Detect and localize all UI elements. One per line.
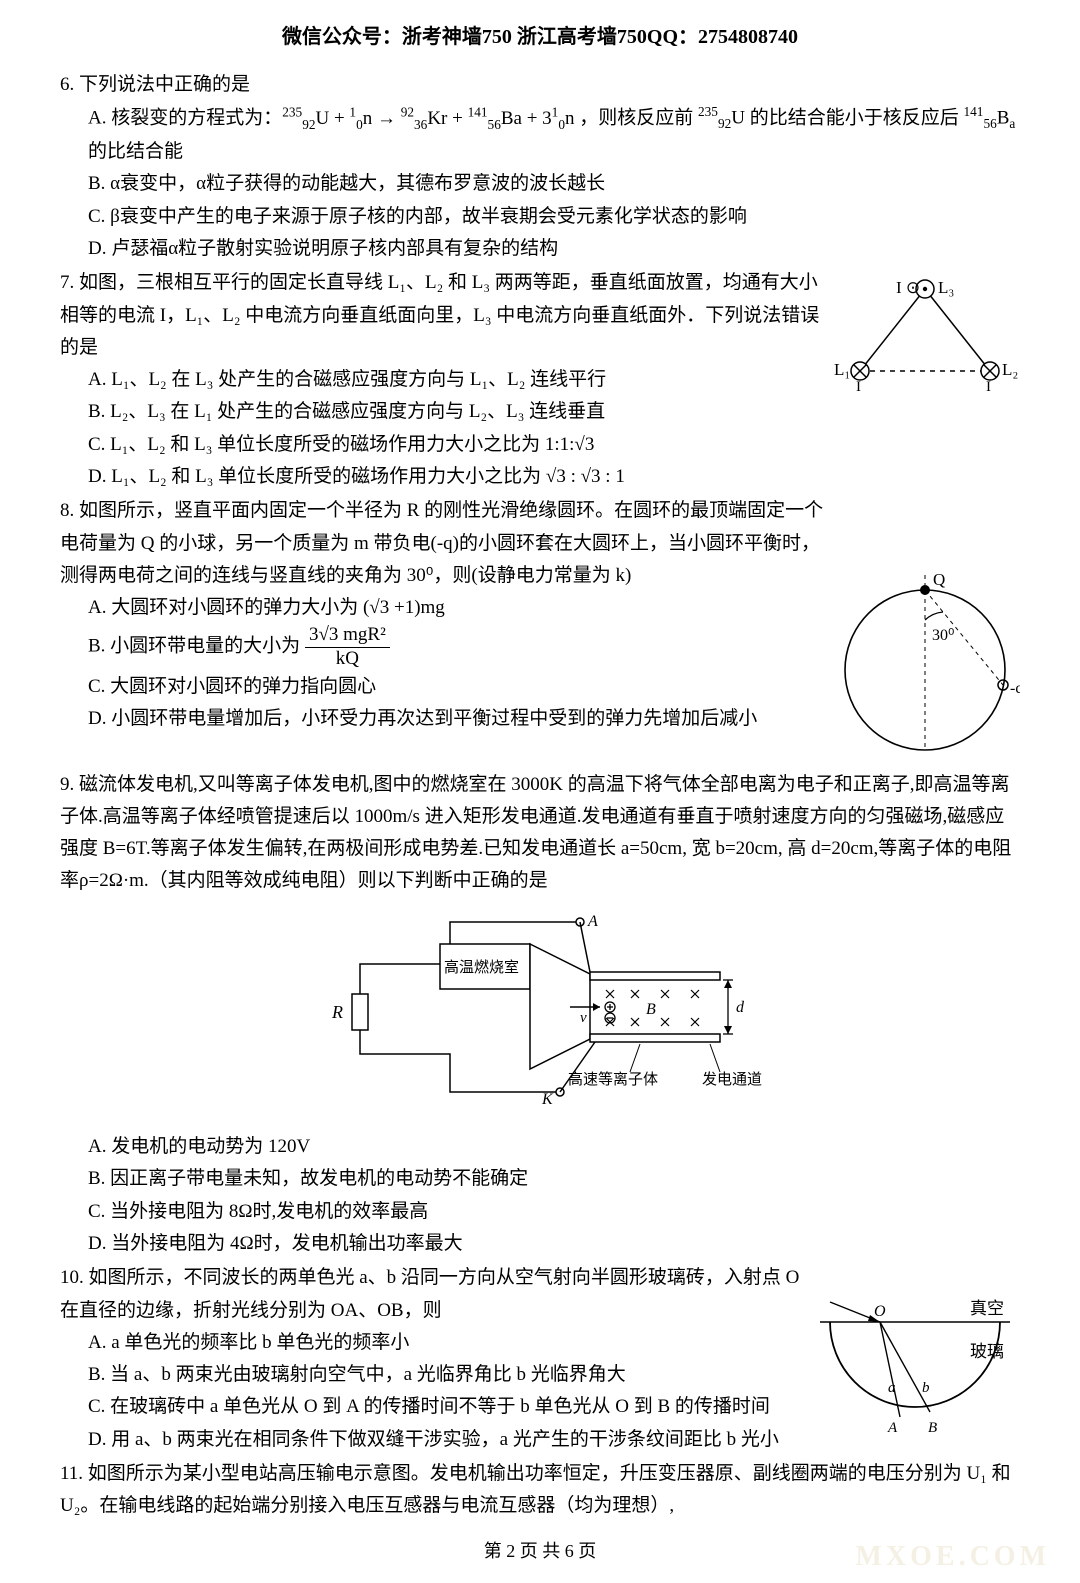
q6-option-D: D. 卢瑟福α粒子散射实验说明原子核内部具有复杂的结构 <box>60 233 1020 265</box>
svg-text:O: O <box>874 1303 886 1320</box>
q9-label-chamber: 高温燃烧室 <box>444 958 519 976</box>
q10-label-vacuum: 真空 <box>970 1299 1004 1318</box>
q8-stem: 如图所示，竖直平面内固定一个半径为 R 的刚性光滑绝缘圆环。在圆环的最顶端固定一… <box>60 500 823 586</box>
q6-option-B: B. α衰变中，α粒子获得的动能越大，其德布罗意波的波长越长 <box>60 168 1020 200</box>
question-11: 11. 如图所示为某小型电站高压输电示意图。发电机输出功率恒定，升压变压器原、副… <box>60 1458 1020 1523</box>
question-10: O a b A B 真空 玻璃 10. 如图所示，不同波长的两单色光 a、b 沿… <box>60 1262 1020 1456</box>
page-header: 微信公众号：浙考神墙750 浙江高考墙750QQ：2754808740 <box>60 20 1020 49</box>
page-footer: 第 2 页 共 6 页 <box>60 1537 1020 1563</box>
question-8: Q 30⁰ -q 8. 如图所示，竖直平面内固定一个半径为 R 的刚性光滑绝缘圆… <box>60 495 1020 766</box>
svg-text:A: A <box>887 1420 898 1436</box>
svg-text:I: I <box>986 379 991 391</box>
svg-text:I: I <box>856 379 861 391</box>
svg-text:L₂: L₂ <box>1002 360 1018 379</box>
svg-text:30⁰: 30⁰ <box>932 627 954 644</box>
svg-text:a: a <box>888 1380 896 1396</box>
q10-figure: O a b A B 真空 玻璃 <box>810 1292 1020 1453</box>
footer-text: 第 2 页 共 6 页 <box>484 1541 597 1561</box>
svg-text:A: A <box>587 913 598 930</box>
q6-stem: 下列说法中正确的是 <box>79 74 250 95</box>
svg-text:L₃: L₃ <box>938 278 954 297</box>
header-text: 微信公众号：浙考神墙750 浙江高考墙750QQ：2754808740 <box>282 26 798 48</box>
question-9: 9. 磁流体发电机,又叫等离子体发电机,图中的燃烧室在 3000K 的高温下将气… <box>60 769 1020 1261</box>
svg-text:-q: -q <box>1010 680 1020 697</box>
q9-option-C: C. 当外接电阻为 8Ω时,发电机的效率最高 <box>60 1196 1020 1228</box>
q9-option-B: B. 因正离子带电量未知，故发电机的电动势不能确定 <box>60 1163 1020 1195</box>
q9-label-plasma: 高速等离子体 <box>568 1070 658 1088</box>
svg-text:L₁: L₁ <box>834 360 850 379</box>
q10-label-glass: 玻璃 <box>970 1342 1004 1361</box>
question-6: 6. 下列说法中正确的是 A. 核裂变的方程式为：23592U + 10n → … <box>60 69 1020 265</box>
svg-text:B: B <box>646 1001 656 1018</box>
question-7: L₃ I ⊙ L₁ I L₂ I 7. 如图，三根相互平行的固定长直导线 L₁、… <box>60 267 1020 493</box>
q7-figure: L₃ I ⊙ L₁ I L₂ I <box>830 271 1020 402</box>
q8-number: 8. <box>60 500 74 521</box>
svg-text:v: v <box>580 1010 587 1026</box>
svg-text:Q: Q <box>933 570 945 589</box>
svg-text:R: R <box>331 1002 343 1022</box>
q11-stem: 如图所示为某小型电站高压输电示意图。发电机输出功率恒定，升压变压器原、副线圈两端… <box>60 1463 1011 1516</box>
q7-option-C: C. L₁、L₂ 和 L₃ 单位长度所受的磁场作用力大小之比为 1:1:√3 <box>60 429 1020 461</box>
q11-stem-line: 11. 如图所示为某小型电站高压输电示意图。发电机输出功率恒定，升压变压器原、副… <box>60 1458 1020 1523</box>
q6-option-C: C. β衰变中产生的电子来源于原子核的内部，故半衰期会受元素化学状态的影响 <box>60 201 1020 233</box>
q7-number: 7. <box>60 272 74 293</box>
q6-option-A: A. 核裂变的方程式为：23592U + 10n → 9236Kr + 1415… <box>60 101 1020 168</box>
q7-stem: 如图，三根相互平行的固定长直导线 L₁、L₂ 和 L₃ 两两等距，垂直纸面放置，… <box>60 272 819 358</box>
q8-figure: Q 30⁰ -q <box>830 565 1020 766</box>
q9-option-A: A. 发电机的电动势为 120V <box>60 1131 1020 1163</box>
q9-label-channel: 发电通道 <box>702 1071 762 1088</box>
q9-option-D: D. 当外接电阻为 4Ω时，发电机输出功率最大 <box>60 1228 1020 1260</box>
svg-text:d: d <box>736 999 745 1016</box>
q10-number: 10. <box>60 1267 84 1288</box>
exam-page: 微信公众号：浙考神墙750 浙江高考墙750QQ：2754808740 6. 下… <box>0 0 1080 1583</box>
svg-text:B: B <box>928 1420 937 1436</box>
svg-text:b: b <box>922 1380 930 1396</box>
svg-text:K: K <box>541 1091 554 1108</box>
q9-stem-line: 9. 磁流体发电机,又叫等离子体发电机,图中的燃烧室在 3000K 的高温下将气… <box>60 769 1020 898</box>
q6-stem-line: 6. 下列说法中正确的是 <box>60 69 1020 101</box>
q11-number: 11. <box>60 1463 83 1484</box>
q9-figure: R 高温燃烧室 A K <box>60 904 1020 1125</box>
q7-option-D: D. L₁、L₂ 和 L₃ 单位长度所受的磁场作用力大小之比为 √3 : √3 … <box>60 461 1020 493</box>
q10-stem: 如图所示，不同波长的两单色光 a、b 沿同一方向从空气射向半圆形玻璃砖，入射点 … <box>60 1267 799 1320</box>
svg-text:I ⊙: I ⊙ <box>896 278 920 297</box>
q9-stem: 磁流体发电机,又叫等离子体发电机,图中的燃烧室在 3000K 的高温下将气体全部… <box>60 774 1011 892</box>
q9-number: 9. <box>60 774 74 795</box>
q6-number: 6. <box>60 74 74 95</box>
